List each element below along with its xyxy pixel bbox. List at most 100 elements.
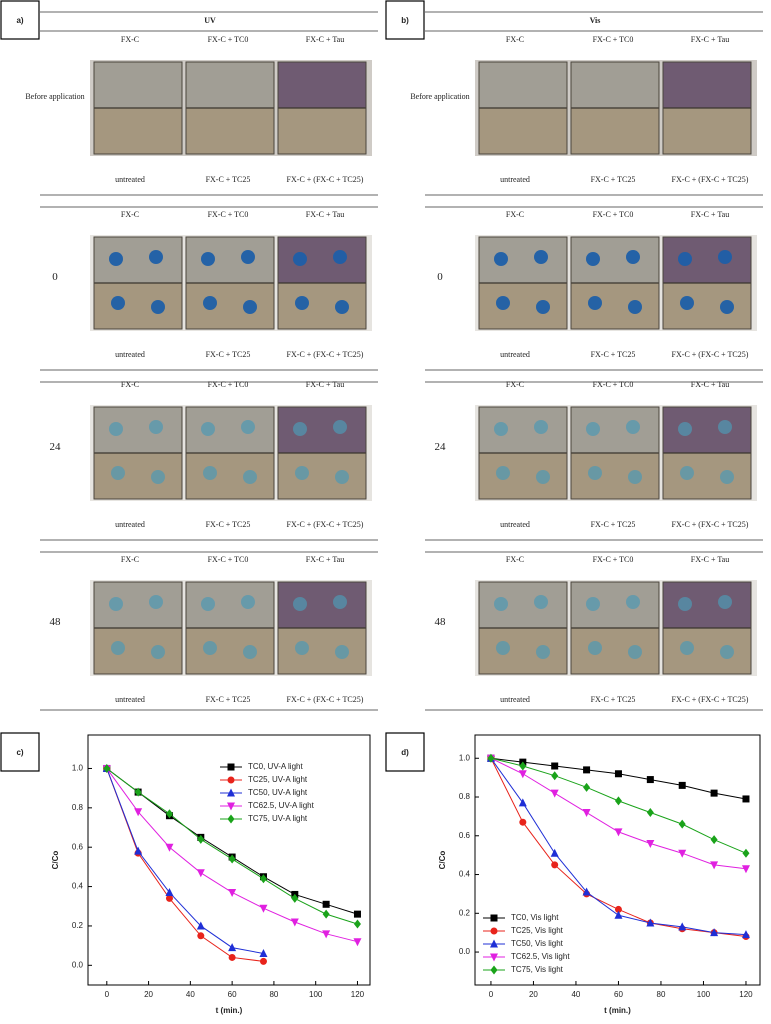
marker	[259, 957, 267, 965]
marker	[678, 781, 686, 789]
panel-label: b)	[401, 16, 409, 25]
block-edge	[662, 236, 752, 330]
sample-label: FX-C + TC0	[208, 210, 249, 219]
stain-spot	[626, 420, 640, 434]
stain-spot	[333, 595, 347, 609]
stain-spot	[243, 470, 257, 484]
y-axis-label: C/Co	[51, 851, 60, 870]
block-edge	[662, 581, 752, 675]
sample-label: FX-C + TC0	[593, 35, 634, 44]
marker	[582, 887, 591, 896]
marker	[103, 763, 111, 773]
stain-spot	[680, 466, 694, 480]
stain-spot	[241, 250, 255, 264]
sample-label: FX-C + (FX-C + TC25)	[672, 350, 749, 359]
y-tick-label: 0.6	[72, 842, 84, 851]
sample-label: untreated	[500, 695, 530, 704]
sample-label: FX-C + (FX-C + TC25)	[672, 695, 749, 704]
x-axis-label: t (min.)	[216, 1006, 243, 1015]
marker	[742, 848, 750, 858]
block-top	[479, 62, 567, 108]
row-label-box: Before application	[25, 92, 84, 101]
row-label-box: 48	[435, 616, 446, 628]
stain-spot	[203, 466, 217, 480]
marker	[134, 846, 143, 855]
block-bottom	[186, 283, 274, 329]
plot-frame	[474, 734, 761, 986]
marker	[490, 914, 498, 922]
marker	[646, 776, 654, 784]
sample-label: FX-C + TC25	[591, 520, 636, 529]
block-edge	[185, 406, 275, 500]
block-top	[278, 582, 366, 628]
block-bottom	[479, 453, 567, 499]
sample-label: FX-C + TC25	[591, 350, 636, 359]
sample-label: FX-C	[121, 35, 139, 44]
marker	[227, 776, 235, 784]
x-tick-label: 120	[351, 990, 365, 999]
marker	[551, 771, 559, 781]
x-tick-label: 0	[105, 990, 110, 999]
y-tick-label: 0.0	[459, 947, 471, 956]
legend-label: TC50, Vis light	[511, 939, 564, 948]
block-top	[186, 582, 274, 628]
marker	[291, 893, 299, 903]
sample-label: FX-C + TC25	[206, 520, 251, 529]
stain-spot	[111, 641, 125, 655]
marker	[353, 910, 361, 918]
block-edge	[478, 236, 568, 330]
marker	[165, 887, 174, 896]
block-top	[186, 62, 274, 108]
stain-spot	[496, 641, 510, 655]
sample-label: FX-C + TC25	[206, 695, 251, 704]
stain-spot	[718, 595, 732, 609]
block-bottom	[571, 453, 659, 499]
series-line	[106, 768, 264, 962]
block-bottom	[278, 283, 366, 329]
sample-label: FX-C + (FX-C + TC25)	[672, 520, 749, 529]
block-top	[186, 237, 274, 283]
marker	[196, 921, 205, 930]
sample-label: FX-C	[506, 555, 524, 564]
plot-frame	[87, 734, 371, 986]
x-tick-label: 20	[144, 990, 153, 999]
block-bottom	[94, 108, 182, 154]
sample-label: untreated	[115, 350, 145, 359]
stain-spot	[293, 422, 307, 436]
x-tick-label: 60	[228, 990, 237, 999]
marker	[322, 900, 330, 908]
marker	[227, 802, 235, 811]
marker	[550, 789, 559, 798]
marker	[134, 808, 143, 817]
marker	[490, 965, 498, 975]
time-label: 0	[52, 271, 58, 283]
stain-spot	[720, 470, 734, 484]
marker	[353, 938, 362, 947]
marker	[551, 762, 559, 770]
stain-spot	[718, 250, 732, 264]
block-edge	[277, 406, 367, 500]
time-label: Before application	[410, 92, 470, 101]
stain-spot	[678, 422, 692, 436]
stain-spot	[626, 250, 640, 264]
block-bottom	[186, 628, 274, 674]
stain-spot	[335, 470, 349, 484]
stain-spot	[335, 645, 349, 659]
stain-spot	[201, 252, 215, 266]
block-bottom	[94, 453, 182, 499]
block-edge	[570, 406, 660, 500]
stain-spot	[243, 300, 257, 314]
block-bottom	[663, 453, 751, 499]
time-label: 48	[49, 616, 61, 628]
block-edge	[662, 61, 752, 155]
y-axis-label: C/Co	[438, 851, 447, 870]
block-edge	[185, 581, 275, 675]
sample-label: FX-C	[506, 380, 524, 389]
block-bottom	[94, 628, 182, 674]
stain-spot	[109, 422, 123, 436]
sample-label: FX-C + TC0	[593, 210, 634, 219]
marker	[487, 753, 495, 763]
stain-spot	[680, 641, 694, 655]
stain-spot	[586, 422, 600, 436]
block-top	[278, 237, 366, 283]
